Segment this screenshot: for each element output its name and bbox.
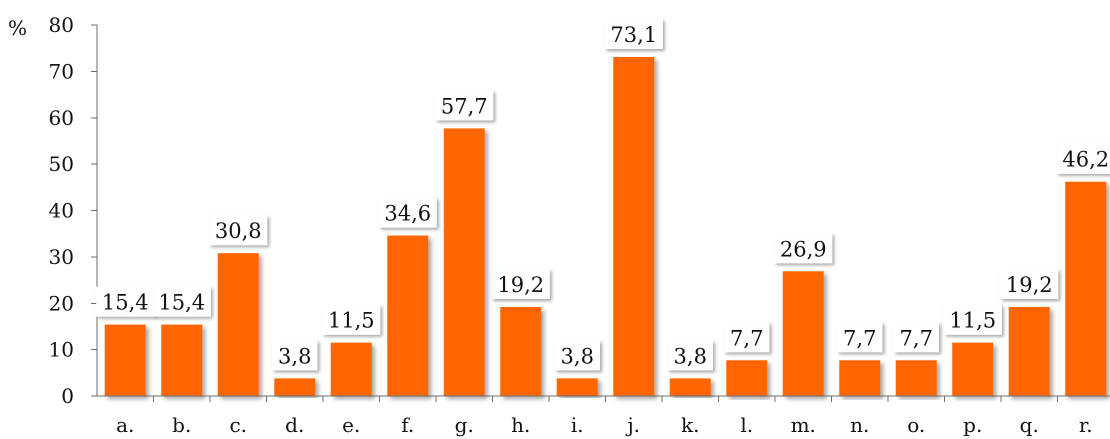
bar <box>104 324 146 396</box>
data-label: 34,6 <box>384 202 431 226</box>
data-label: 73,1 <box>610 23 657 47</box>
x-tick-label: i. <box>571 413 584 437</box>
data-label: 7,7 <box>843 326 876 350</box>
x-tick-label: h. <box>511 413 530 437</box>
bar <box>895 360 937 396</box>
x-tick-label: p. <box>963 413 982 437</box>
y-unit-label: % <box>8 16 27 40</box>
data-label-box <box>1056 143 1110 174</box>
data-label: 19,2 <box>497 273 544 297</box>
data-label: 26,9 <box>780 237 827 261</box>
data-label-box <box>1000 268 1059 299</box>
data-label: 7,7 <box>900 326 933 350</box>
data-label: 3,8 <box>278 344 311 368</box>
x-tick-label: d. <box>285 413 304 437</box>
bar <box>274 378 316 396</box>
y-tick-label: 70 <box>49 59 74 83</box>
bar <box>443 128 485 396</box>
bar <box>217 253 259 396</box>
data-label: 15,4 <box>158 291 205 315</box>
data-label-box <box>724 322 770 353</box>
x-tick-label: o. <box>907 413 925 437</box>
data-label-box <box>272 340 318 371</box>
x-tick-label: g. <box>455 413 474 437</box>
data-label: 7,7 <box>730 326 763 350</box>
data-label-box <box>774 233 833 264</box>
data-label-box <box>491 268 550 299</box>
x-axis: a. b. c. d. e. f. g. h. i. j. k. l. m. n. o. p. q. r. <box>116 396 1093 437</box>
x-tick-label: r. <box>1079 413 1093 437</box>
bar <box>839 360 881 396</box>
data-label-box <box>943 304 1002 335</box>
data-label-box <box>378 197 437 228</box>
data-label: 3,8 <box>674 344 707 368</box>
bar <box>1065 181 1107 396</box>
data-labels: 15,4 15,4 30,8 3,8 11,5 34,6 57,7 19,2 3,8 73,1 3,… <box>96 18 1110 371</box>
x-tick-label: e. <box>342 413 360 437</box>
data-label-box <box>152 286 211 317</box>
y-axis: 0 10 20 30 40 50 60 70 80 <box>49 13 97 408</box>
data-label-box <box>435 90 494 121</box>
data-label-box <box>554 340 600 371</box>
y-tick-label: 50 <box>49 152 74 176</box>
data-label-box <box>893 322 939 353</box>
data-label: 30,8 <box>215 219 262 243</box>
data-label: 11,5 <box>328 309 375 333</box>
data-label-box <box>837 322 883 353</box>
y-tick-label: 10 <box>49 338 74 362</box>
y-tick-label: 80 <box>49 13 74 37</box>
bar <box>330 342 372 396</box>
bar <box>782 271 824 396</box>
y-tick-label: 60 <box>49 106 74 130</box>
bar <box>669 378 711 396</box>
data-label: 19,2 <box>1006 273 1053 297</box>
bar <box>387 235 429 396</box>
data-label-box <box>96 286 155 317</box>
data-label-box <box>322 304 381 335</box>
x-tick-label: k. <box>681 413 699 437</box>
data-label: 57,7 <box>441 94 488 118</box>
y-tick-label: 20 <box>49 291 74 315</box>
data-label-box <box>667 340 713 371</box>
y-tick-label: 40 <box>49 199 74 223</box>
data-label-box <box>604 18 663 49</box>
data-label: 46,2 <box>1062 148 1109 172</box>
bar <box>161 324 203 396</box>
bar <box>952 342 994 396</box>
bar <box>500 306 542 396</box>
y-tick-label: 30 <box>49 245 74 269</box>
data-label: 11,5 <box>949 309 996 333</box>
x-tick-label: n. <box>850 413 869 437</box>
bar <box>613 56 655 396</box>
x-tick-label: b. <box>172 413 191 437</box>
x-tick-label: c. <box>229 413 247 437</box>
bar <box>556 378 598 396</box>
bar <box>726 360 768 396</box>
x-tick-label: m. <box>791 413 816 437</box>
y-tick-label: 0 <box>61 384 74 408</box>
bar <box>1008 306 1050 396</box>
data-label: 15,4 <box>102 291 149 315</box>
x-tick-label: q. <box>1020 413 1039 437</box>
x-tick-label: j. <box>625 413 640 437</box>
bars <box>104 56 1107 396</box>
x-tick-label: f. <box>401 413 414 437</box>
data-label-box <box>209 215 268 246</box>
x-tick-label: l. <box>740 413 753 437</box>
data-label: 3,8 <box>561 344 594 368</box>
x-tick-label: a. <box>116 413 134 437</box>
